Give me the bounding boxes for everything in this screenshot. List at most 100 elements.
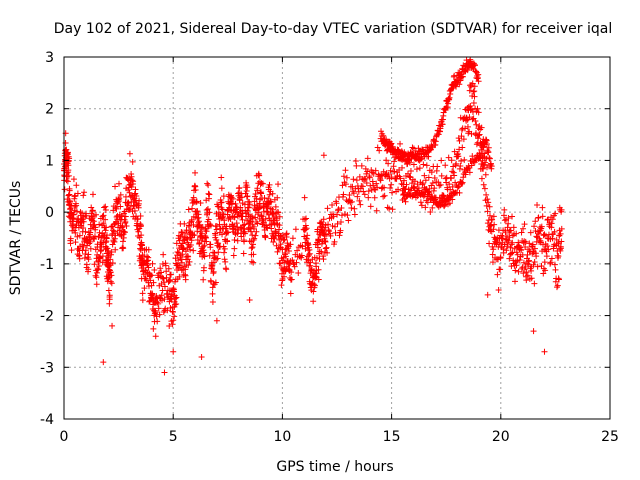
data-point <box>145 264 152 271</box>
data-point <box>338 212 345 219</box>
data-point <box>171 313 178 320</box>
data-point <box>423 162 430 169</box>
data-point <box>147 277 154 284</box>
data-point <box>72 229 79 236</box>
data-point <box>160 251 167 258</box>
data-point <box>253 219 260 226</box>
data-point <box>411 183 418 190</box>
data-point <box>139 297 146 304</box>
data-point <box>201 253 208 260</box>
data-point <box>99 253 106 260</box>
data-point <box>340 173 347 180</box>
data-point <box>495 286 502 293</box>
data-point <box>526 240 533 247</box>
data-point <box>159 287 166 294</box>
data-point <box>153 294 160 301</box>
data-point <box>206 191 213 198</box>
data-point <box>72 239 79 246</box>
data-point <box>464 123 471 130</box>
data-point <box>377 177 384 184</box>
data-point <box>231 245 238 252</box>
data-point <box>282 253 289 260</box>
data-point <box>329 202 336 209</box>
data-point <box>489 259 496 266</box>
data-point <box>315 237 322 244</box>
data-point <box>270 238 277 245</box>
data-point <box>88 204 95 211</box>
data-point <box>344 212 351 219</box>
data-point <box>322 238 329 245</box>
y-tick-label: -2 <box>40 309 54 325</box>
data-point <box>83 212 90 219</box>
data-point <box>494 271 501 278</box>
data-point <box>165 265 172 272</box>
data-point <box>407 168 414 175</box>
data-point <box>80 224 87 231</box>
data-point <box>301 216 308 223</box>
data-point <box>362 176 369 183</box>
data-point <box>340 191 347 198</box>
data-point <box>365 194 372 201</box>
data-point <box>126 150 133 157</box>
data-point <box>482 159 489 166</box>
data-point <box>369 169 376 176</box>
data-point <box>109 322 116 329</box>
data-point <box>301 194 308 201</box>
data-point <box>416 165 423 172</box>
data-point <box>471 62 478 69</box>
data-point <box>152 309 159 316</box>
data-point <box>458 180 465 187</box>
data-point <box>220 193 227 200</box>
data-point <box>107 278 114 285</box>
data-point <box>385 160 392 167</box>
data-point <box>66 155 73 162</box>
data-point <box>310 288 317 295</box>
data-point <box>509 213 516 220</box>
data-point <box>197 200 204 207</box>
data-point <box>185 253 192 260</box>
data-point <box>458 126 465 133</box>
data-point <box>551 228 558 235</box>
data-point <box>284 242 291 249</box>
data-point <box>92 211 99 218</box>
data-point <box>555 239 562 246</box>
data-point <box>425 174 432 181</box>
data-point <box>169 321 176 328</box>
data-point <box>522 238 529 245</box>
data-point <box>192 187 199 194</box>
data-point <box>383 157 390 164</box>
data-point <box>409 144 416 151</box>
data-point <box>549 216 556 223</box>
data-point <box>528 275 535 282</box>
data-point <box>260 219 267 226</box>
data-point <box>160 275 167 282</box>
data-point <box>311 282 318 289</box>
data-point <box>482 171 489 178</box>
data-point <box>190 194 197 201</box>
data-point <box>205 216 212 223</box>
data-point <box>213 222 220 229</box>
data-point <box>258 180 265 187</box>
data-point <box>558 225 565 232</box>
data-point <box>323 231 330 238</box>
data-point <box>155 305 162 312</box>
data-point <box>440 202 447 209</box>
data-point <box>92 224 99 231</box>
data-point <box>274 248 281 255</box>
data-point <box>427 209 434 216</box>
data-point <box>326 228 333 235</box>
data-point <box>209 284 216 291</box>
data-point <box>531 280 538 287</box>
data-point <box>459 73 466 80</box>
data-point <box>209 299 216 306</box>
data-point <box>91 233 98 240</box>
data-point <box>410 161 417 168</box>
data-point <box>339 182 346 189</box>
data-point <box>100 220 107 227</box>
data-point <box>97 254 104 261</box>
data-point <box>520 225 527 232</box>
data-point <box>527 229 534 236</box>
data-point <box>186 258 193 265</box>
data-point <box>531 245 538 252</box>
data-point <box>364 168 371 175</box>
